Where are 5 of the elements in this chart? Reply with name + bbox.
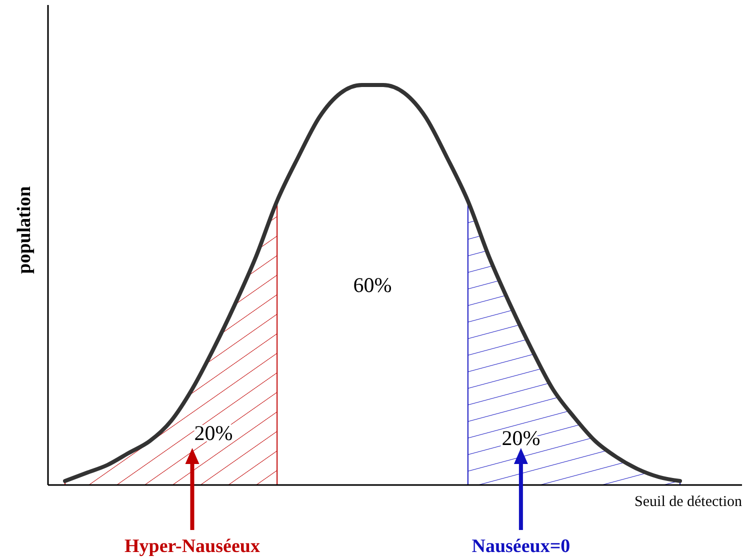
text: Nauséeux=0 [472, 536, 570, 557]
x-axis-title: Seuil de détection [634, 494, 742, 510]
y-axis-title: population [14, 186, 35, 274]
annotation: 60% [353, 273, 392, 297]
text: Hyper-Nauséeux [124, 536, 260, 557]
